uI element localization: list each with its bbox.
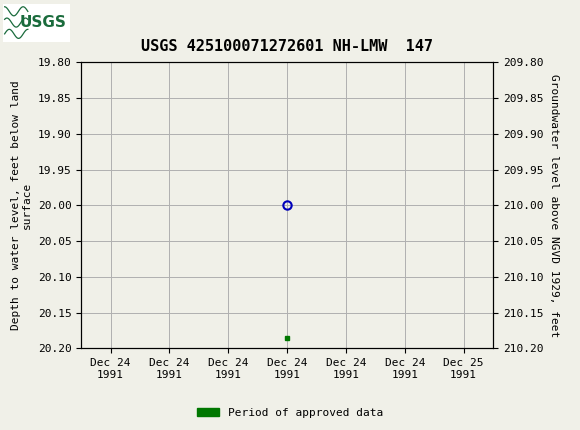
Bar (3, 3, 70, 42)
Y-axis label: Depth to water level, feet below land
surface: Depth to water level, feet below land su… (10, 80, 32, 330)
Y-axis label: Groundwater level above NGVD 1929, feet: Groundwater level above NGVD 1929, feet (549, 74, 559, 337)
Title: USGS 425100071272601 NH-LMW  147: USGS 425100071272601 NH-LMW 147 (141, 39, 433, 54)
Text: USGS: USGS (20, 15, 67, 30)
Legend: Period of approved data: Period of approved data (193, 403, 387, 422)
